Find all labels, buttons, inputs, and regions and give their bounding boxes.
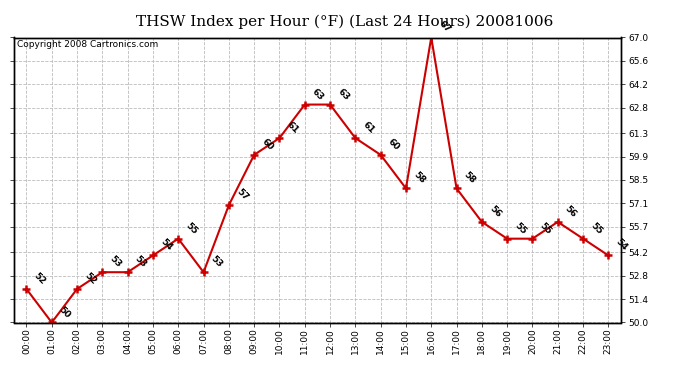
Text: 61: 61 — [285, 120, 300, 135]
Text: 55: 55 — [589, 221, 604, 236]
Text: 56: 56 — [487, 204, 502, 219]
Text: 61: 61 — [361, 120, 376, 135]
Text: 53: 53 — [209, 254, 224, 269]
Text: THSW Index per Hour (°F) (Last 24 Hours) 20081006: THSW Index per Hour (°F) (Last 24 Hours)… — [137, 15, 553, 29]
Text: 55: 55 — [184, 221, 199, 236]
Text: 54: 54 — [614, 237, 629, 253]
Text: 60: 60 — [386, 137, 402, 152]
Text: 63: 63 — [335, 87, 351, 102]
Text: 57: 57 — [235, 187, 250, 202]
Text: 52: 52 — [32, 271, 47, 286]
Text: 50: 50 — [57, 304, 72, 320]
Text: Copyright 2008 Cartronics.com: Copyright 2008 Cartronics.com — [17, 40, 158, 50]
Text: 54: 54 — [159, 237, 174, 253]
Text: 53: 53 — [108, 254, 123, 269]
Text: 55: 55 — [538, 221, 553, 236]
Text: 60: 60 — [259, 137, 275, 152]
Text: 58: 58 — [411, 170, 426, 186]
Text: 58: 58 — [462, 170, 477, 186]
Text: 67: 67 — [437, 20, 452, 35]
Text: 56: 56 — [563, 204, 578, 219]
Text: 53: 53 — [133, 254, 148, 269]
Text: 52: 52 — [83, 271, 98, 286]
Text: 63: 63 — [310, 87, 326, 102]
Text: 55: 55 — [513, 221, 528, 236]
